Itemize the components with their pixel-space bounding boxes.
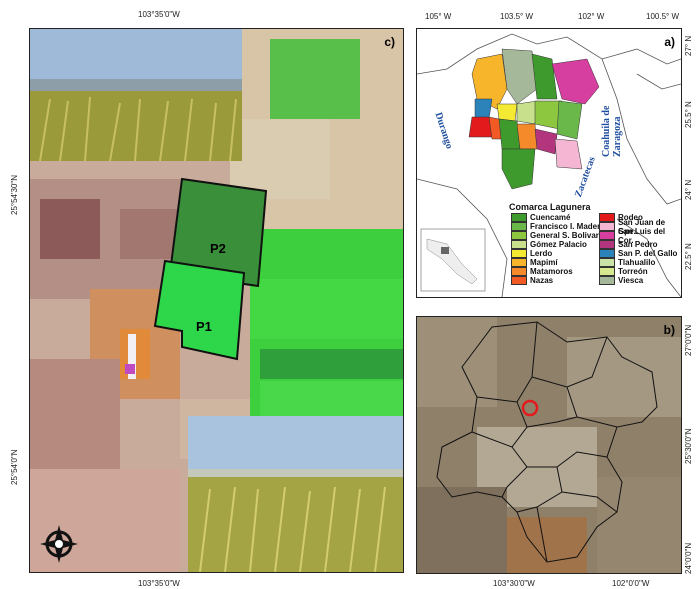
legend-label: Torreón bbox=[618, 267, 648, 276]
panel-a-right-tick-1: 27° N bbox=[684, 35, 693, 56]
legend-label: Cuencamé bbox=[530, 213, 571, 222]
legend-item: Lerdo bbox=[511, 249, 605, 258]
panel-c-label: c) bbox=[384, 35, 395, 49]
legend-item: Francisco I. Madero bbox=[511, 222, 605, 231]
legend-item: Tlahualilo bbox=[599, 258, 681, 267]
legend-swatch bbox=[511, 258, 527, 267]
legend-item: Gómez Palacio bbox=[511, 240, 605, 249]
panel-a-municipalities-map bbox=[417, 33, 681, 297]
legend-swatch bbox=[511, 231, 527, 240]
legend-column-1: Cuencamé Francisco I. Madero General S. … bbox=[511, 213, 605, 285]
legend-item: Matamoros bbox=[511, 267, 605, 276]
panel-c-left-tick-2: 25°54'0"N bbox=[10, 449, 19, 485]
plot-p1-label: P1 bbox=[196, 319, 212, 334]
legend-swatch bbox=[511, 240, 527, 249]
legend-swatch bbox=[511, 267, 527, 276]
legend-swatch bbox=[599, 213, 615, 222]
panel-a-right-tick-2: 25.5° N bbox=[684, 101, 693, 128]
legend-item: San Pedro bbox=[599, 240, 681, 249]
legend-label: San Luis del Cor. bbox=[618, 226, 666, 245]
legend-label: Mapimí bbox=[530, 258, 558, 267]
panel-a-right-tick-3: 24° N bbox=[684, 179, 693, 200]
legend-label: General S. Bolivar bbox=[530, 231, 599, 240]
legend-label: Viesca bbox=[618, 276, 644, 285]
legend-item: Cuencamé bbox=[511, 213, 605, 222]
legend-item: Mapimí bbox=[511, 258, 605, 267]
legend-item: Rodeo bbox=[599, 213, 681, 222]
panel-b-label: b) bbox=[663, 323, 675, 337]
legend-label: Tlahualilo bbox=[618, 258, 656, 267]
legend-label: Gómez Palacio bbox=[530, 240, 587, 249]
panel-a-top-tick-3: 102° W bbox=[578, 12, 605, 21]
legend-label: San Juan de Gpe. bbox=[618, 217, 666, 236]
legend-item: Viesca bbox=[599, 276, 681, 285]
legend-swatch bbox=[599, 249, 615, 258]
legend-label: San P. del Gallo bbox=[618, 249, 678, 258]
panel-c-top-tick: 103°35'0"W bbox=[138, 10, 180, 19]
legend-column-2: Rodeo San Juan de Gpe. San Luis del Cor.… bbox=[599, 213, 681, 285]
legend-swatch bbox=[511, 213, 527, 222]
legend-swatch bbox=[599, 276, 615, 285]
state-label-coahuila: Coahuila de Zaragoza bbox=[601, 105, 623, 157]
panel-a-top-tick-1: 105° W bbox=[425, 12, 452, 21]
panel-b-right-tick-1: 27°0'0"N bbox=[684, 324, 693, 356]
panel-a-region-map: a) Durango Zacatecas Coahuila de Zaragoz… bbox=[416, 28, 682, 298]
legend-label: San Pedro bbox=[618, 240, 658, 249]
legend-item: San Luis del Cor. bbox=[599, 227, 681, 245]
legend-label: Lerdo bbox=[530, 249, 553, 258]
legend-swatch bbox=[599, 222, 615, 231]
legend-swatch bbox=[511, 249, 527, 258]
legend-label: Nazas bbox=[530, 276, 554, 285]
legend-swatch bbox=[599, 258, 615, 267]
panel-a-top-tick-4: 100.5° W bbox=[646, 12, 679, 21]
panel-a-right-tick-4: 22.5° N bbox=[684, 243, 693, 270]
panel-c-bottom-tick: 103°35'0"W bbox=[138, 579, 180, 588]
legend-swatch bbox=[599, 267, 615, 276]
panel-b-bottom-tick-2: 102°0'0"W bbox=[612, 579, 650, 588]
legend-swatch bbox=[599, 240, 615, 249]
panel-a-top-tick-2: 103.5° W bbox=[500, 12, 533, 21]
north-arrow-icon bbox=[40, 525, 78, 563]
panel-b-satellite-map: b) bbox=[416, 316, 682, 574]
legend-item: Nazas bbox=[511, 276, 605, 285]
legend-title: Comarca Lagunera bbox=[509, 202, 591, 212]
panel-b-image bbox=[417, 317, 681, 573]
panel-a-label: a) bbox=[664, 35, 675, 49]
panel-b-bottom-tick-1: 103°30'0"W bbox=[493, 579, 535, 588]
plot-p2-label: P2 bbox=[210, 241, 226, 256]
panel-c-image bbox=[30, 29, 403, 572]
legend-item: General S. Bolivar bbox=[511, 231, 605, 240]
legend-label: Matamoros bbox=[530, 267, 573, 276]
panel-b-right-tick-2: 25°30'0"N bbox=[684, 428, 693, 464]
legend-label: Rodeo bbox=[618, 213, 643, 222]
panel-b-right-tick-3: 24°0'0"N bbox=[684, 542, 693, 574]
legend-swatch bbox=[511, 276, 527, 285]
panel-c-satellite-map: c) P2 P1 bbox=[29, 28, 404, 573]
legend-swatch bbox=[599, 231, 615, 240]
legend-item: Torreón bbox=[599, 267, 681, 276]
legend-item: San Juan de Gpe. bbox=[599, 218, 681, 236]
legend-item: San P. del Gallo bbox=[599, 249, 681, 258]
legend-label: Francisco I. Madero bbox=[530, 222, 606, 231]
legend-swatch bbox=[511, 222, 527, 231]
panel-c-left-tick-1: 25°54'30"N bbox=[10, 174, 19, 215]
